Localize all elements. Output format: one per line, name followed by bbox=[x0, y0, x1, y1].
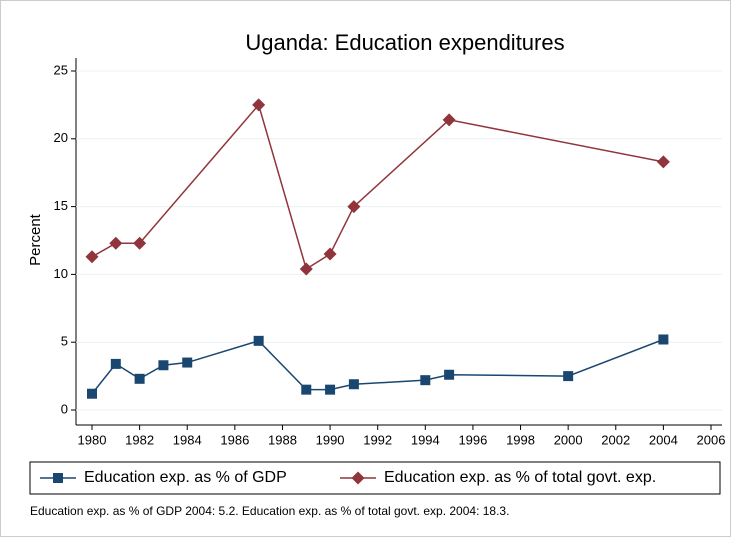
x-tick-label: 1982 bbox=[125, 432, 154, 447]
marker bbox=[110, 358, 121, 369]
marker bbox=[420, 375, 431, 386]
marker bbox=[85, 250, 99, 264]
y-tick-label: 0 bbox=[61, 401, 68, 416]
marker bbox=[87, 388, 97, 399]
x-tick-label: 2004 bbox=[649, 432, 678, 447]
legend-marker bbox=[351, 471, 365, 485]
marker bbox=[348, 379, 359, 390]
marker bbox=[563, 371, 574, 382]
chart-title: Uganda: Education expenditures bbox=[245, 30, 564, 55]
marker bbox=[133, 236, 147, 250]
x-tick-label: 1992 bbox=[363, 432, 392, 447]
x-tick-label: 1986 bbox=[220, 432, 249, 447]
marker bbox=[325, 384, 336, 395]
x-tick-label: 1990 bbox=[316, 432, 345, 447]
x-tick-label: 2000 bbox=[554, 432, 583, 447]
x-tick-label: 1996 bbox=[458, 432, 487, 447]
x-tick-label: 1988 bbox=[268, 432, 297, 447]
y-tick-label: 5 bbox=[61, 334, 68, 349]
marker bbox=[444, 369, 455, 380]
marker bbox=[656, 155, 670, 169]
marker bbox=[252, 98, 266, 112]
x-tick-label: 1980 bbox=[78, 432, 107, 447]
x-tick-label: 1994 bbox=[411, 432, 440, 447]
marker bbox=[347, 200, 361, 214]
marker bbox=[158, 360, 169, 371]
y-tick-label: 20 bbox=[54, 130, 68, 145]
marker bbox=[253, 335, 264, 346]
marker bbox=[301, 384, 312, 395]
x-tick-label: 2006 bbox=[697, 432, 726, 447]
legend-label: Education exp. as % of GDP bbox=[84, 469, 287, 486]
legend-label: Education exp. as % of total govt. exp. bbox=[384, 469, 656, 486]
note: Education exp. as % of GDP 2004: 5.2. Ed… bbox=[30, 504, 509, 518]
y-tick-label: 25 bbox=[54, 62, 68, 77]
y-tick-label: 15 bbox=[54, 198, 68, 213]
marker bbox=[299, 262, 313, 276]
x-tick-label: 1998 bbox=[506, 432, 535, 447]
marker bbox=[134, 373, 145, 384]
legend-marker bbox=[53, 473, 63, 483]
marker bbox=[442, 113, 456, 127]
marker bbox=[109, 236, 123, 250]
marker bbox=[323, 247, 337, 261]
y-tick-label: 10 bbox=[54, 266, 68, 281]
marker bbox=[658, 334, 669, 345]
x-tick-label: 2002 bbox=[601, 432, 630, 447]
marker bbox=[182, 357, 193, 368]
y-axis-label: Percent bbox=[27, 213, 44, 266]
x-tick-label: 1984 bbox=[173, 432, 202, 447]
